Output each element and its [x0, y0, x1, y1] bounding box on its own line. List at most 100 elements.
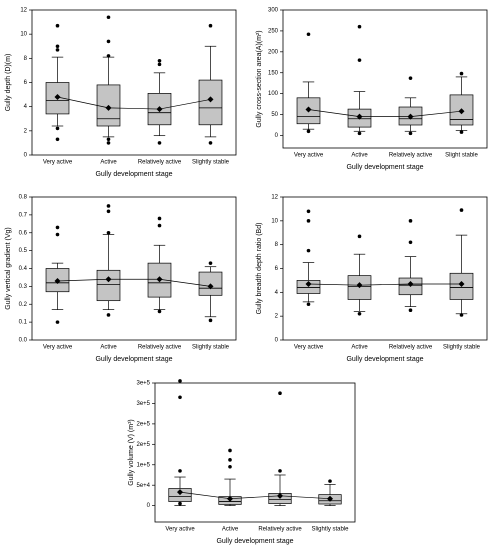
- outlier: [228, 465, 232, 469]
- outlier: [55, 225, 60, 230]
- y-tick-label: 0.3: [19, 284, 28, 290]
- y-axis-label: Gully cross-section area(A)(m²): [256, 30, 263, 127]
- x-tick-label: Relatively active: [389, 153, 433, 159]
- y-tick-label: 100: [268, 91, 279, 97]
- y-tick-label: 2e+5: [136, 421, 150, 427]
- y-tick-label: 50: [271, 112, 278, 118]
- mean-marker: [356, 282, 363, 289]
- x-axis-label: Gully development stage: [216, 538, 293, 545]
- mean-marker: [177, 489, 183, 496]
- x-tick-label: Relatively active: [138, 160, 182, 166]
- outlier: [178, 379, 182, 383]
- outlier: [55, 137, 60, 142]
- y-tick-label: 0: [147, 503, 151, 509]
- y-tick-label: 10: [20, 32, 27, 38]
- y-tick-label: 4: [275, 290, 279, 296]
- outlier: [459, 130, 464, 134]
- mean-marker: [277, 492, 283, 499]
- y-tick-label: 4: [24, 104, 28, 110]
- plot-frame: [282, 9, 488, 149]
- outlier: [357, 234, 362, 239]
- y-tick-label: 2: [24, 128, 28, 134]
- outlier: [106, 141, 111, 145]
- mean-line: [308, 109, 462, 117]
- box: [198, 79, 223, 126]
- y-axis-label: Gully vertical gradient (Vg): [5, 227, 12, 309]
- outlier: [55, 48, 60, 52]
- outlier: [357, 131, 362, 136]
- x-axis-label: Gully development stage: [346, 356, 423, 363]
- x-tick-label: Slightly stable: [443, 345, 481, 351]
- x-tick-label: Relatively active: [389, 345, 433, 351]
- mean-marker: [458, 108, 465, 115]
- mean-marker: [54, 94, 61, 100]
- outlier: [106, 313, 111, 317]
- outlier: [208, 141, 213, 145]
- y-tick-label: 8: [275, 242, 279, 248]
- outlier: [357, 311, 362, 316]
- y-tick-label: 0.8: [19, 195, 28, 201]
- mean-marker: [54, 278, 61, 285]
- y-axis-label: Gully breadth depth ratio (Bd): [256, 223, 263, 315]
- x-tick-label: Very active: [294, 153, 324, 159]
- outlier: [157, 141, 162, 145]
- mean-line: [308, 283, 462, 286]
- y-tick-label: 5e+4: [136, 483, 150, 489]
- x-tick-label: Slightly stable: [311, 527, 349, 533]
- mean-marker: [207, 283, 214, 290]
- mean-marker: [458, 280, 465, 287]
- outlier: [157, 58, 162, 63]
- mean-marker: [105, 276, 112, 283]
- y-tick-label: 0.5: [19, 248, 28, 254]
- outlier: [306, 219, 311, 223]
- x-tick-label: Slight stable: [445, 153, 478, 159]
- outlier: [208, 318, 213, 323]
- outlier: [408, 308, 413, 313]
- outlier: [459, 71, 464, 76]
- y-tick-label: 0.1: [19, 320, 28, 326]
- outlier: [208, 261, 213, 265]
- mean-line: [179, 491, 331, 500]
- x-axis-label: Gully development stage: [95, 356, 172, 363]
- outlier: [178, 501, 182, 506]
- y-tick-label: 0.2: [19, 302, 28, 308]
- y-tick-label: 1e+5: [136, 462, 150, 468]
- y-tick-label: 8: [24, 56, 28, 62]
- outlier: [459, 313, 464, 317]
- mean-marker: [305, 280, 312, 287]
- y-tick-label: 6: [24, 80, 28, 86]
- outlier: [278, 391, 282, 396]
- x-tick-label: Very active: [43, 160, 73, 166]
- x-tick-label: Active: [351, 153, 368, 159]
- y-tick-label: 150: [268, 70, 279, 76]
- outlier: [306, 209, 311, 214]
- outlier: [106, 39, 111, 44]
- outlier: [106, 15, 111, 20]
- plot-frame: [154, 382, 356, 523]
- outlier: [459, 208, 464, 212]
- mean-marker: [327, 495, 333, 502]
- mean-marker: [105, 104, 112, 111]
- x-tick-label: Slightly stable: [192, 345, 230, 351]
- x-tick-label: Very active: [165, 527, 195, 533]
- outlier: [157, 309, 162, 314]
- outlier: [306, 129, 311, 134]
- x-tick-label: Active: [100, 345, 117, 351]
- outlier: [208, 23, 213, 28]
- x-axis-label: Gully development stage: [346, 164, 423, 171]
- x-tick-label: Slightly stable: [192, 160, 230, 166]
- y-tick-label: 0: [24, 153, 28, 159]
- outlier: [357, 58, 362, 62]
- mean-marker: [207, 96, 214, 103]
- outlier: [328, 479, 332, 483]
- y-tick-label: 0: [275, 133, 279, 139]
- y-tick-label: 2: [275, 314, 279, 320]
- outlier: [306, 32, 311, 37]
- outlier: [106, 204, 111, 208]
- y-tick-label: 0: [275, 338, 279, 344]
- x-tick-label: Very active: [43, 345, 73, 351]
- y-tick-label: 3e+5: [136, 401, 150, 407]
- outlier: [408, 240, 413, 245]
- y-tick-label: 6: [275, 266, 279, 272]
